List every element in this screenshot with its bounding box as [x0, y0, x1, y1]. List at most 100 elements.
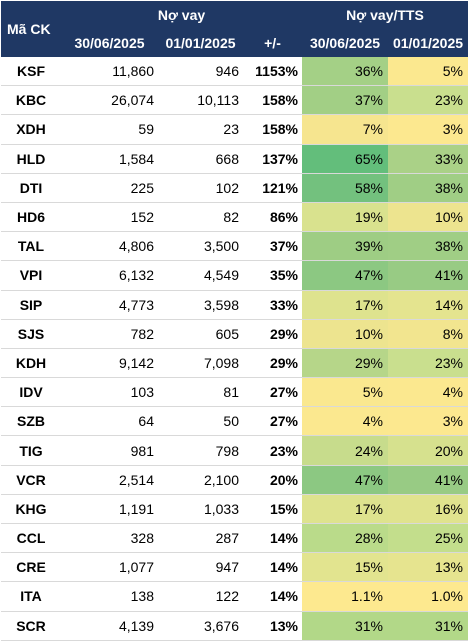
cell-code: IDV [1, 377, 61, 408]
cell-ratio-h1: 37% [302, 85, 388, 116]
cell-ratio-start: 41% [388, 260, 468, 291]
cell-ratio-start: 38% [388, 231, 468, 262]
table-row: SIP 4,773 3,598 33% 17% 14% [1, 290, 468, 320]
cell-debt-h1: 2,514 [61, 465, 158, 495]
cell-code: TIG [1, 435, 61, 466]
cell-ratio-h1: 10% [302, 319, 388, 349]
table-row: CRE 1,077 947 14% 15% 13% [1, 552, 468, 583]
cell-change: 137% [243, 144, 302, 174]
cell-code: CCL [1, 523, 61, 554]
cell-code: DTI [1, 173, 61, 203]
cell-code: VPI [1, 260, 61, 291]
table-row: SJS 782 605 29% 10% 8% [1, 319, 468, 349]
cell-ratio-start: 4% [388, 377, 468, 408]
cell-debt-h1: 328 [61, 523, 158, 554]
table-row: SZB 64 50 27% 4% 3% [1, 406, 468, 437]
table-row: SCR 4,139 3,676 13% 31% 31% [1, 611, 468, 641]
cell-change: 33% [243, 290, 302, 320]
cell-debt-start: 605 [158, 319, 243, 349]
cell-change: 29% [243, 319, 302, 349]
header-date-4: 01/01/2025 [388, 29, 468, 57]
header-date-1: 30/06/2025 [61, 29, 158, 57]
cell-debt-start: 3,500 [158, 231, 243, 262]
cell-debt-h1: 1,584 [61, 144, 158, 174]
cell-ratio-start: 3% [388, 406, 468, 437]
cell-change: 14% [243, 523, 302, 554]
cell-ratio-h1: 5% [302, 377, 388, 408]
cell-change: 37% [243, 231, 302, 262]
cell-ratio-h1: 19% [302, 202, 388, 233]
table-row: TIG 981 798 23% 24% 20% [1, 435, 468, 466]
cell-debt-h1: 64 [61, 406, 158, 437]
cell-ratio-h1: 29% [302, 348, 388, 379]
header-date-2: 01/01/2025 [158, 29, 243, 57]
cell-code: SZB [1, 406, 61, 437]
cell-ratio-h1: 1.1% [302, 581, 388, 612]
cell-debt-h1: 1,191 [61, 494, 158, 525]
cell-ratio-start: 23% [388, 348, 468, 379]
cell-debt-h1: 103 [61, 377, 158, 408]
cell-debt-h1: 6,132 [61, 260, 158, 291]
cell-change: 20% [243, 465, 302, 495]
cell-code: XDH [1, 114, 61, 145]
cell-debt-h1: 1,077 [61, 552, 158, 583]
cell-change: 27% [243, 406, 302, 437]
cell-ratio-start: 38% [388, 173, 468, 203]
cell-ratio-h1: 4% [302, 406, 388, 437]
header-change: +/- [243, 29, 302, 57]
table-row: HD6 152 82 86% 19% 10% [1, 202, 468, 233]
cell-debt-start: 7,098 [158, 348, 243, 379]
cell-code: HLD [1, 144, 61, 174]
cell-debt-start: 2,100 [158, 465, 243, 495]
table-row: HLD 1,584 668 137% 65% 33% [1, 144, 468, 174]
table-row: KBC 26,074 10,113 158% 37% 23% [1, 85, 468, 116]
cell-ratio-start: 1.0% [388, 581, 468, 612]
cell-code: ITA [1, 581, 61, 612]
cell-ratio-h1: 31% [302, 611, 388, 641]
cell-debt-h1: 59 [61, 114, 158, 145]
cell-change: 14% [243, 581, 302, 612]
cell-debt-start: 102 [158, 173, 243, 203]
cell-ratio-h1: 39% [302, 231, 388, 262]
cell-debt-h1: 11,860 [61, 57, 158, 87]
cell-code: KHG [1, 494, 61, 525]
cell-change: 14% [243, 552, 302, 583]
cell-ratio-start: 16% [388, 494, 468, 525]
cell-ratio-start: 8% [388, 319, 468, 349]
cell-ratio-h1: 17% [302, 290, 388, 320]
cell-ratio-h1: 24% [302, 435, 388, 466]
cell-change: 23% [243, 435, 302, 466]
cell-ratio-h1: 47% [302, 465, 388, 495]
header-debt-group: Nợ vay [61, 1, 302, 29]
table-row: ITA 138 122 14% 1.1% 1.0% [1, 581, 468, 612]
cell-debt-start: 122 [158, 581, 243, 612]
cell-change: 1153% [243, 57, 302, 87]
cell-ratio-start: 13% [388, 552, 468, 583]
cell-debt-h1: 9,142 [61, 348, 158, 379]
cell-ratio-start: 33% [388, 144, 468, 174]
cell-ratio-h1: 47% [302, 260, 388, 291]
cell-ratio-start: 20% [388, 435, 468, 466]
table-row: KHG 1,191 1,033 15% 17% 16% [1, 494, 468, 525]
cell-debt-h1: 4,139 [61, 611, 158, 641]
cell-debt-h1: 4,806 [61, 231, 158, 262]
cell-debt-h1: 225 [61, 173, 158, 203]
table-row: XDH 59 23 158% 7% 3% [1, 114, 468, 145]
cell-ratio-start: 25% [388, 523, 468, 554]
cell-debt-h1: 138 [61, 581, 158, 612]
cell-change: 27% [243, 377, 302, 408]
cell-change: 29% [243, 348, 302, 379]
table-header: Mã CK Nợ vay Nợ vay/TTS 30/06/2025 01/01… [1, 1, 468, 57]
table-row: DTI 225 102 121% 58% 38% [1, 173, 468, 203]
cell-debt-start: 668 [158, 144, 243, 174]
table-row: TAL 4,806 3,500 37% 39% 38% [1, 231, 468, 262]
cell-ratio-h1: 28% [302, 523, 388, 554]
cell-code: VCR [1, 465, 61, 495]
cell-ratio-start: 3% [388, 114, 468, 145]
cell-change: 86% [243, 202, 302, 233]
cell-code: KDH [1, 348, 61, 379]
cell-ratio-h1: 7% [302, 114, 388, 145]
cell-change: 158% [243, 85, 302, 116]
cell-debt-start: 947 [158, 552, 243, 583]
